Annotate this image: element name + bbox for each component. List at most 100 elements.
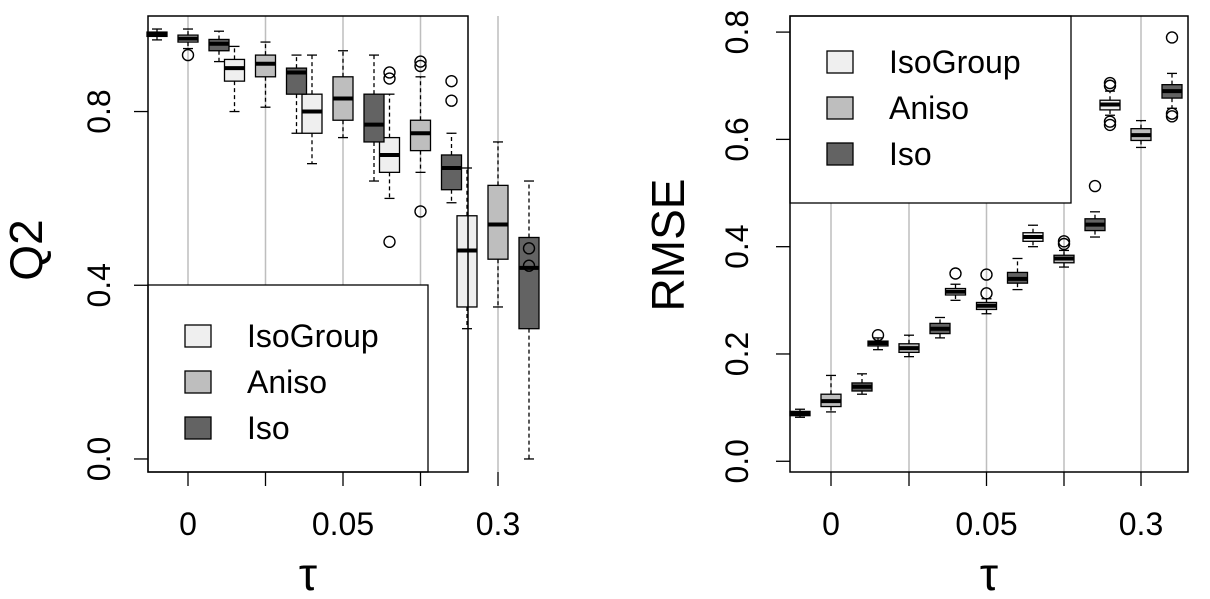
outlier-point [181, 48, 195, 62]
legend: IsoGroup Aniso Iso [789, 15, 1072, 204]
legend-label-isogroup: IsoGroup [247, 318, 379, 354]
box-aniso-5 [487, 141, 509, 308]
box-aniso-2 [254, 41, 277, 108]
y-tick-label: 0.4 [719, 224, 755, 268]
y-tick-label: 0.0 [719, 439, 755, 483]
box-body [456, 215, 478, 308]
y-tick-label: 0.8 [81, 89, 117, 133]
box-isogroup-4 [1022, 224, 1044, 248]
chart-panel-1: IsoGroup Aniso Iso 0 0.05 0.3 0.0 0.4 0.8 Q2 τ [0, 15, 540, 599]
outlier-point [1103, 76, 1117, 90]
box-isogroup-2 [867, 329, 889, 351]
box-aniso-3 [975, 268, 998, 315]
box-isogroup-4 [378, 66, 401, 249]
chart-panel-2: IsoGroup Aniso Iso 0 0.05 0.3 0.0 0.2 0.4 0.6 0.8 R… [642, 10, 1189, 599]
box-iso-3 [1006, 257, 1029, 291]
box-iso-4 [1084, 179, 1106, 238]
outlier-point [1057, 237, 1071, 251]
outlier-point [871, 329, 885, 342]
box-aniso-4 [409, 55, 432, 218]
outlier-point [980, 287, 993, 300]
box-body [223, 58, 246, 82]
x-axis-title: τ [980, 548, 998, 599]
x-tick-label: 0.3 [1119, 506, 1163, 542]
outlier-point [949, 267, 962, 280]
box-aniso-3 [332, 50, 354, 139]
outlier-point [522, 242, 536, 255]
y-axis-title: RMSE [642, 179, 694, 312]
x-tick-label: 0 [179, 506, 197, 542]
box-isogroup-3 [944, 267, 967, 301]
legend-swatch-aniso [184, 370, 212, 394]
box-body [487, 184, 509, 260]
box-iso-1 [208, 30, 230, 63]
outlier-point [1103, 118, 1117, 132]
y-tick-label: 0.8 [719, 10, 755, 54]
box-body [409, 119, 432, 152]
plot-frame [147, 15, 469, 473]
box-iso-3 [363, 54, 385, 182]
x-tick-label: 0.05 [955, 506, 1017, 542]
y-tick-label: 0.2 [719, 332, 755, 376]
outlier-point [445, 74, 458, 88]
box-isogroup-3 [301, 54, 323, 165]
legend-label-aniso: Aniso [247, 364, 327, 400]
box-body [363, 93, 385, 143]
box-body [440, 154, 463, 191]
legend-swatch-isogroup [184, 324, 212, 348]
outlier-point [383, 235, 396, 249]
x-tick-label: 0.05 [312, 506, 374, 542]
legend-label-iso: Iso [247, 410, 290, 446]
outlier-point [1165, 107, 1179, 120]
outlier-point [1088, 179, 1102, 193]
y-tick-label: 0.6 [719, 117, 755, 161]
box-body [254, 54, 277, 78]
box-isogroup-5 [456, 167, 478, 330]
box-aniso-4 [1053, 235, 1075, 268]
box-aniso-1 [820, 374, 842, 413]
legend-swatch-iso [826, 142, 854, 166]
box-iso-4 [440, 74, 463, 204]
box-iso-1 [851, 373, 873, 395]
outlier-point [1103, 79, 1117, 92]
outlier-point [414, 205, 427, 218]
y-axis-title: Q2 [0, 219, 52, 280]
box-iso-5 [518, 180, 540, 460]
box-isogroup-2 [223, 45, 246, 113]
outlier-point [414, 59, 427, 73]
plot-frame [789, 15, 1189, 473]
outlier-point [1103, 115, 1117, 128]
legend-label-iso: Iso [889, 136, 932, 172]
legend-swatch-iso [184, 416, 212, 440]
box-isogroup-5 [1099, 76, 1121, 132]
legend-swatch-isogroup [826, 50, 854, 74]
outlier-point [1165, 31, 1179, 44]
outlier-point [414, 55, 427, 68]
y-tick-label: 0.4 [81, 263, 117, 307]
x-tick-label: 0 [822, 506, 840, 542]
outlier-point [445, 94, 458, 107]
outlier-point [383, 72, 396, 85]
box-isogroup-1 [789, 408, 811, 418]
legend-swatch-aniso [826, 96, 854, 120]
box-body [285, 67, 308, 95]
x-tick-label: 0.3 [476, 506, 520, 542]
outlier-point [522, 259, 536, 272]
legend-label-aniso: Aniso [889, 90, 969, 126]
box-aniso-5 [1130, 119, 1152, 149]
outlier-point [980, 268, 993, 281]
box-body [518, 236, 540, 330]
outlier-point [383, 66, 396, 79]
box-aniso-2 [898, 334, 920, 358]
x-axis-title: τ [299, 548, 317, 599]
box-iso-2 [285, 54, 308, 134]
box-aniso-1 [177, 28, 199, 62]
y-tick-label: 0.0 [81, 437, 117, 481]
legend-label-isogroup: IsoGroup [889, 44, 1021, 80]
box-body [301, 93, 323, 134]
box-isogroup-1 [146, 28, 168, 41]
legend: IsoGroup Aniso Iso [147, 284, 429, 473]
box-iso-2 [929, 316, 951, 339]
outlier-point [1165, 110, 1179, 123]
